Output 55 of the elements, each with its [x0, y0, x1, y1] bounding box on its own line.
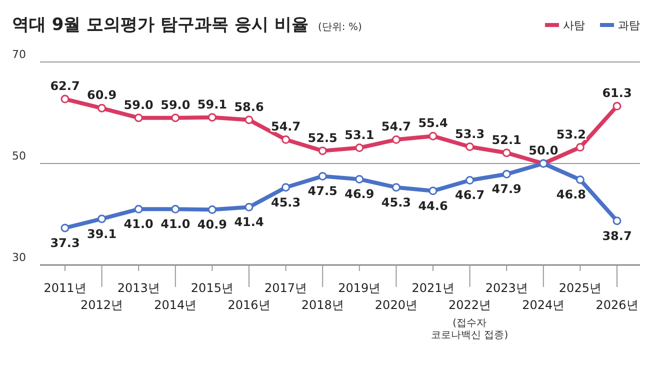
data-label: 52.5	[308, 130, 338, 145]
x-tick-label: 2022년	[448, 298, 492, 312]
data-label: 46.7	[454, 188, 485, 202]
data-label: 41.0	[160, 217, 190, 232]
data-label: 50.0	[528, 144, 558, 158]
data-label: 38.7	[602, 228, 632, 243]
data-label: 46.9	[344, 187, 374, 202]
data-label: 44.6	[418, 198, 448, 213]
y-tick-label: 70	[12, 48, 26, 61]
x-tick-label: 2014년	[154, 298, 197, 312]
text: (접수자 코로나백신 접종)	[431, 318, 508, 341]
x-tick-label: 2017년	[264, 281, 308, 295]
data-label: 39.1	[86, 226, 117, 241]
x-tick-label: 2026년	[596, 298, 638, 312]
y-tick-label: 30	[12, 251, 26, 264]
data-label: 54.7	[381, 120, 412, 134]
data-label: 59.1	[197, 97, 228, 112]
x-tick-label: 2023년	[485, 281, 528, 295]
data-label: 60.9	[86, 88, 117, 102]
data-label: 54.7	[270, 120, 301, 134]
chart-title: 역대 9월 모의평가 탐구과목 응시 비율	[12, 15, 308, 35]
data-label: 52.1	[492, 132, 522, 147]
x-tick-label: 2016년	[228, 298, 270, 312]
legend-label: 사탐	[563, 19, 585, 32]
data-label: 46.8	[556, 188, 586, 202]
x-tick-label: 2025년	[558, 281, 602, 295]
data-label: 47.5	[308, 184, 338, 198]
x-tick-label: 2011년	[44, 281, 86, 295]
legend-label: 과탐	[618, 19, 640, 32]
data-label: 53.1	[344, 128, 374, 142]
data-label: 47.9	[492, 182, 522, 196]
x-tick-label: 2012년	[80, 298, 124, 312]
x-tick-label: 2019년	[338, 281, 381, 295]
data-label: 61.3	[602, 86, 632, 100]
x-tick-label: 2024년	[522, 298, 565, 312]
x-tick-label: 2020년	[374, 298, 418, 312]
y-tick-label: 50	[12, 150, 26, 162]
x-tick-label: 2018년	[301, 298, 344, 312]
data-label: 41.0	[124, 217, 154, 232]
data-label: 62.7	[50, 79, 80, 94]
data-label: 59.0	[160, 98, 190, 112]
data-label: 41.4	[234, 215, 264, 230]
data-label: 45.3	[270, 195, 301, 210]
chart-subtitle: (단위: %)	[318, 22, 362, 33]
data-label: 55.4	[418, 116, 448, 130]
x-tick-label: 2013년	[117, 281, 160, 295]
data-label: 37.3	[50, 236, 80, 250]
data-label: 53.3	[454, 126, 485, 141]
x-tick-label: 2015년	[190, 281, 234, 295]
data-label: 59.0	[124, 98, 154, 112]
data-label: 58.6	[234, 100, 264, 114]
data-label: 40.9	[197, 218, 228, 232]
x-tick-label: 2021년	[412, 281, 454, 295]
data-label: 45.3	[381, 195, 412, 210]
data-label: 53.2	[556, 127, 586, 142]
